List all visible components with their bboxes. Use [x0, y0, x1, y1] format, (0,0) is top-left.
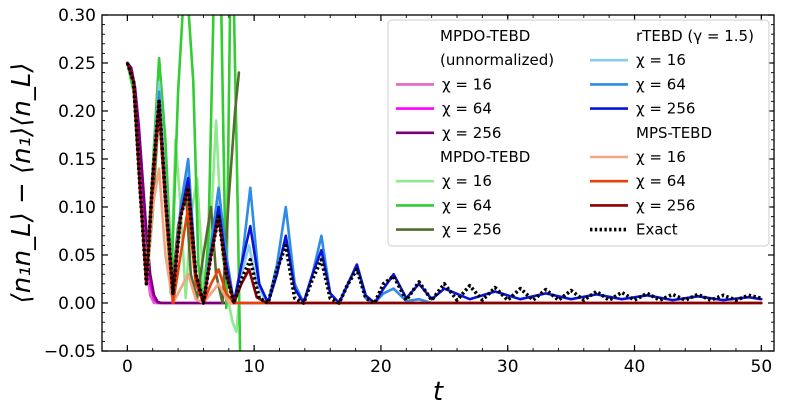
- legend-label: χ = 16: [636, 51, 686, 69]
- y-tick-label: 0.00: [58, 294, 96, 314]
- series-layer: [125, 15, 763, 351]
- y-tick-label: 0.20: [58, 102, 96, 122]
- x-tick-label: 50: [751, 357, 773, 377]
- x-tick-label: 0: [122, 357, 133, 377]
- legend-header: rTEBD (γ = 1.5): [636, 27, 754, 45]
- legend-label: χ = 256: [442, 221, 501, 239]
- legend-label: χ = 16: [442, 75, 492, 93]
- legend-box: [387, 19, 770, 247]
- y-tick-label: −0.05: [44, 342, 96, 362]
- legend-label: χ = 256: [442, 124, 501, 142]
- x-tick-label: 10: [243, 357, 265, 377]
- legend-label: χ = 256: [636, 196, 695, 214]
- x-tick-label: 20: [370, 357, 392, 377]
- legend-label: χ = 64: [636, 75, 686, 93]
- legend-header: MPS-TEBD: [636, 124, 712, 142]
- x-tick-label: 40: [624, 357, 646, 377]
- legend-label: χ = 16: [442, 172, 492, 190]
- legend-label: χ = 64: [442, 100, 492, 118]
- y-tick-label: 0.10: [58, 198, 96, 218]
- y-axis-title: ⟨n₁n_L⟩ − ⟨n₁⟩⟨n_L⟩: [7, 63, 37, 304]
- legend-label: χ = 64: [636, 172, 686, 190]
- x-tick-label: 30: [497, 357, 519, 377]
- legend: MPDO-TEBD (unnormalized) χ = 16 χ = 64 χ = 2…: [387, 19, 770, 247]
- legend-header: (unnormalized): [440, 51, 554, 69]
- plot-frame: [101, 14, 775, 352]
- legend-header: MPDO-TEBD: [440, 27, 530, 45]
- legend-header: MPDO-TEBD: [440, 148, 530, 166]
- legend-label: χ = 256: [636, 100, 695, 118]
- x-axis-title: t: [433, 377, 444, 407]
- y-tick-label: 0.25: [58, 54, 96, 74]
- legend-label: χ = 64: [442, 196, 492, 214]
- legend-label: χ = 16: [636, 148, 686, 166]
- y-tick-label: 0.15: [58, 150, 96, 170]
- y-tick-label: 0.30: [58, 6, 96, 26]
- y-tick-label: 0.05: [58, 246, 96, 266]
- legend-label: Exact: [636, 221, 678, 239]
